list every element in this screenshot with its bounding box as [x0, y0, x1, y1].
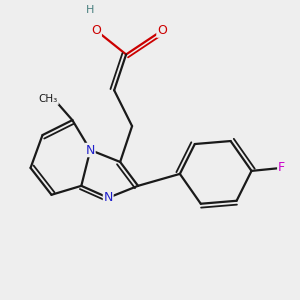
Text: F: F [278, 161, 285, 174]
Text: O: O [157, 24, 167, 37]
Text: H: H [86, 5, 94, 15]
Text: CH₃: CH₃ [39, 94, 58, 104]
Text: N: N [85, 143, 95, 157]
Text: N: N [103, 191, 113, 204]
Text: O: O [91, 24, 101, 37]
